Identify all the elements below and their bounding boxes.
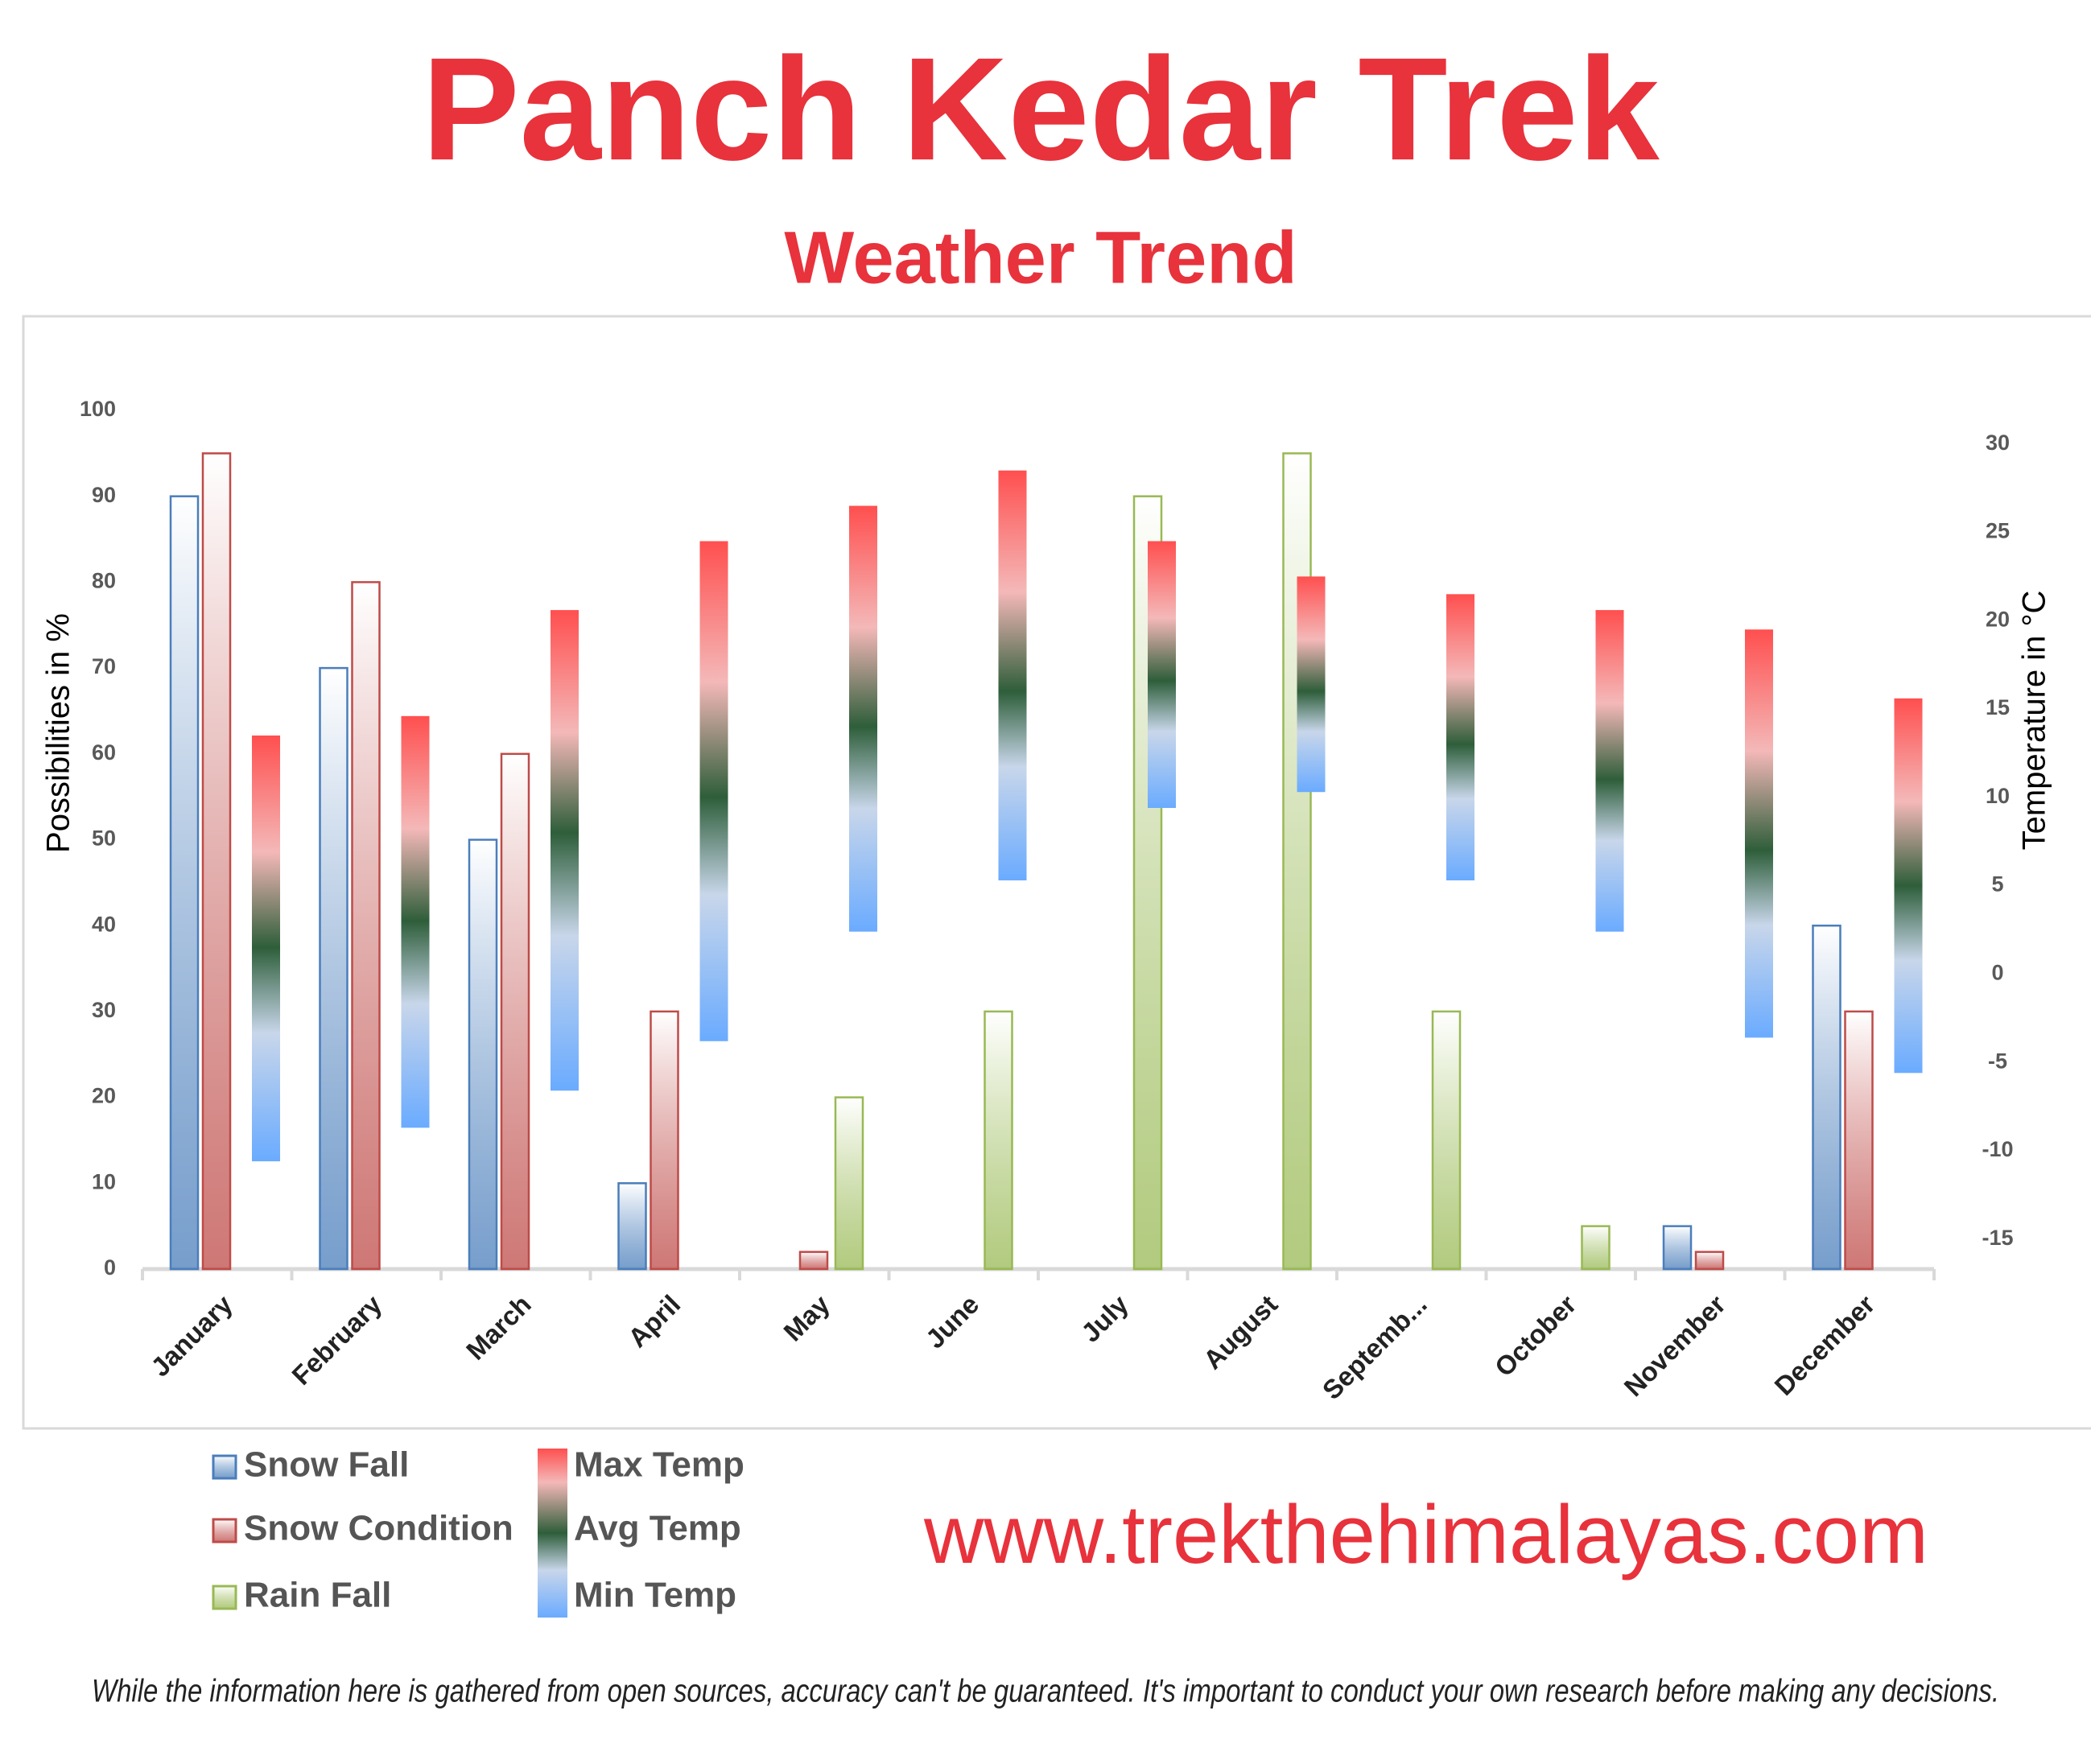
y2-tick-label: -15 bbox=[1982, 1226, 2013, 1250]
y2-tick-label: -10 bbox=[1982, 1137, 2013, 1161]
x-tick-label: August bbox=[1198, 1289, 1284, 1375]
x-tick-label: Septemb... bbox=[1317, 1289, 1433, 1405]
bar bbox=[1812, 924, 1841, 1271]
temperature-range-bar bbox=[849, 505, 877, 932]
website: www.trekthehimalayas.com bbox=[923, 1488, 1928, 1581]
legend-label: Avg Temp bbox=[574, 1509, 741, 1548]
x-tick-label: February bbox=[286, 1288, 387, 1390]
y2-tick-label: 5 bbox=[1991, 872, 2003, 896]
bar bbox=[500, 752, 530, 1271]
bar bbox=[834, 1096, 864, 1271]
bar bbox=[798, 1251, 829, 1271]
y-axis-title: Possibilities in % bbox=[41, 613, 76, 853]
temperature-range-bar bbox=[1297, 576, 1326, 793]
x-tick-label: May bbox=[777, 1288, 835, 1346]
bar bbox=[1431, 1010, 1462, 1271]
y2-tick-label: 20 bbox=[1986, 607, 2010, 631]
bar bbox=[984, 1010, 1013, 1271]
legend-swatch bbox=[538, 1449, 567, 1618]
legend-label: Snow Fall bbox=[244, 1445, 409, 1485]
temperature-range-bar bbox=[699, 541, 728, 1041]
legend-label: Snow Condition bbox=[244, 1509, 513, 1548]
bar bbox=[351, 581, 381, 1271]
y-tick-label: 10 bbox=[92, 1169, 116, 1193]
temperature-range-bar bbox=[252, 735, 280, 1162]
y-tick-label: 20 bbox=[92, 1084, 116, 1108]
legend-label: Min Temp bbox=[574, 1576, 736, 1615]
x-tick-label: April bbox=[622, 1289, 686, 1353]
bar bbox=[201, 452, 232, 1271]
y2-tick-label: -5 bbox=[1988, 1049, 2007, 1073]
x-tick-label: June bbox=[920, 1289, 985, 1354]
legend-label: Max Temp bbox=[574, 1445, 744, 1485]
y-tick-label: 0 bbox=[104, 1255, 116, 1280]
bar bbox=[1282, 452, 1312, 1271]
y-tick-label: 50 bbox=[92, 826, 116, 851]
legend-label: Rain Fall bbox=[244, 1576, 391, 1615]
y-tick-label: 60 bbox=[92, 740, 116, 765]
disclaimer: While the information here is gathered f… bbox=[92, 1674, 1999, 1709]
y-tick-label: 70 bbox=[92, 654, 116, 678]
x-tick-label: December bbox=[1768, 1289, 1880, 1401]
temperature-range-bar bbox=[401, 715, 430, 1128]
temperature-range-bar bbox=[551, 610, 579, 1091]
y-tick-label: 30 bbox=[92, 998, 116, 1022]
y-tick-label: 90 bbox=[92, 483, 116, 507]
x-tick-label: January bbox=[145, 1289, 238, 1383]
y-tick-label: 40 bbox=[92, 912, 116, 936]
x-tick-label: March bbox=[460, 1289, 537, 1366]
y2-axis-title: Temperature in °C bbox=[2017, 591, 2052, 851]
bar bbox=[1662, 1225, 1693, 1271]
chart-frame bbox=[22, 315, 2091, 1430]
legend-swatch bbox=[212, 1454, 237, 1480]
chart-title: Panch Kedar Trek bbox=[422, 27, 1660, 191]
bar bbox=[1844, 1010, 1874, 1271]
y2-tick-label: 30 bbox=[1986, 431, 2010, 455]
temperature-range-bar bbox=[1894, 698, 1923, 1074]
bar bbox=[319, 666, 348, 1271]
temperature-range-bar bbox=[1148, 541, 1176, 808]
bar bbox=[650, 1010, 679, 1271]
y2-tick-label: 0 bbox=[1991, 960, 2003, 984]
bar bbox=[1581, 1225, 1611, 1271]
bar bbox=[468, 839, 498, 1271]
bar bbox=[617, 1182, 647, 1271]
x-tick-label: November bbox=[1619, 1289, 1731, 1402]
legend-swatch bbox=[212, 1585, 237, 1610]
temperature-range-bar bbox=[1745, 629, 1773, 1038]
y2-tick-label: 10 bbox=[1986, 784, 2010, 808]
temperature-range-bar bbox=[1446, 594, 1474, 880]
y-tick-label: 100 bbox=[80, 397, 116, 421]
bar bbox=[1694, 1251, 1725, 1271]
y-tick-label: 80 bbox=[92, 569, 116, 593]
temperature-range-bar bbox=[1595, 610, 1624, 932]
x-tick-label: July bbox=[1075, 1289, 1134, 1348]
x-tick-label: October bbox=[1489, 1289, 1582, 1383]
y2-tick-label: 15 bbox=[1986, 695, 2010, 719]
legend-swatch bbox=[212, 1518, 237, 1544]
y2-tick-label: 25 bbox=[1986, 519, 2010, 543]
bar bbox=[169, 495, 200, 1271]
chart-subtitle: Weather Trend bbox=[784, 216, 1297, 299]
temperature-range-bar bbox=[998, 470, 1027, 880]
